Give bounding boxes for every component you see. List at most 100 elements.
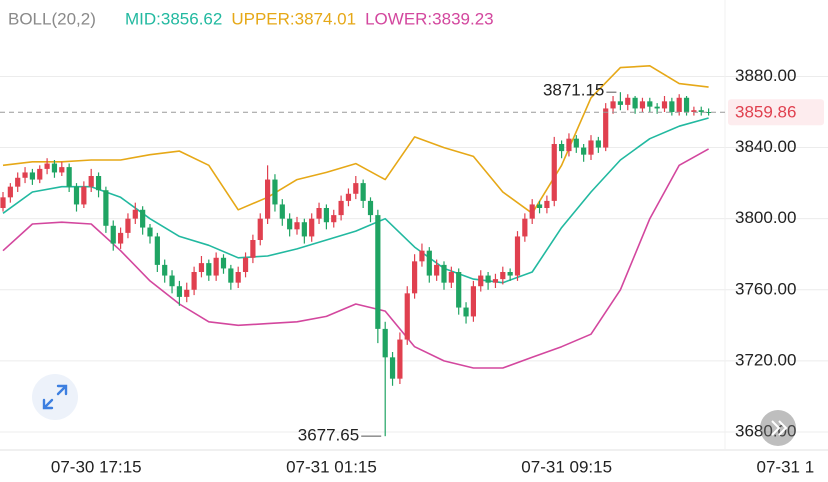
- candle-body: [485, 275, 491, 283]
- candle-body: [382, 328, 388, 358]
- band-line: [2, 117, 709, 284]
- x-tick-label: 07-30 17:15: [51, 457, 142, 476]
- candle-body: [257, 218, 263, 240]
- candle-body: [279, 204, 285, 219]
- band-line: [2, 65, 709, 215]
- candle-body: [603, 108, 609, 148]
- x-tick-label: 07-31 01:15: [286, 457, 377, 476]
- latest-icon[interactable]: [771, 420, 788, 436]
- candle-body: [235, 272, 241, 283]
- candle-body: [661, 101, 668, 109]
- candle-body: [51, 163, 58, 173]
- legend-value: 3856.62: [161, 9, 222, 28]
- candle-body: [441, 264, 447, 283]
- candle-body: [470, 286, 476, 317]
- candle-body: [198, 263, 205, 272]
- indicator-name: BOLL(20,2): [8, 9, 96, 28]
- candle-body: [220, 257, 227, 269]
- candle-body: [412, 261, 418, 294]
- candle-body: [588, 140, 594, 155]
- legend-label: LOWER:: [365, 9, 432, 28]
- candle-body: [103, 190, 109, 226]
- y-tick-label: 3800.00: [735, 208, 796, 227]
- band-line: [2, 148, 709, 369]
- candle-body: [551, 144, 557, 201]
- y-tick-label: 3680.00: [735, 421, 796, 440]
- y-tick-label: 3720.00: [735, 350, 796, 369]
- candle-body: [353, 183, 359, 194]
- candle-body: [213, 257, 219, 276]
- candle-body: [29, 172, 35, 180]
- candle-body: [625, 97, 631, 105]
- candle-body: [176, 286, 182, 297]
- latest-button[interactable]: [760, 410, 796, 446]
- plot: 3871.15 3677.65 3859.86: [0, 65, 828, 445]
- candle-body: [272, 179, 278, 205]
- candle-body: [191, 272, 197, 290]
- candle-body: [184, 289, 190, 297]
- candle-body: [294, 222, 300, 230]
- candle-body: [647, 101, 653, 107]
- candle-body: [595, 140, 601, 148]
- candle-body: [522, 218, 528, 237]
- candle-body: [206, 263, 212, 276]
- max-label: 3871.15: [543, 81, 604, 100]
- candle-body: [419, 250, 425, 262]
- candle-body: [22, 172, 28, 178]
- candle-body: [360, 183, 366, 201]
- candle-body: [669, 101, 675, 112]
- candle-body: [309, 218, 315, 237]
- legend-value: 3874.01: [295, 9, 356, 28]
- candle-body: [492, 279, 499, 283]
- candle-body: [706, 112, 712, 113]
- candle-body: [397, 339, 403, 379]
- candle-body: [169, 275, 175, 287]
- candle-body: [632, 97, 638, 109]
- expand-circle[interactable]: [32, 374, 78, 420]
- candle-body: [507, 272, 513, 276]
- expand-button[interactable]: [32, 374, 78, 420]
- candle-body: [125, 218, 131, 233]
- candle-body: [228, 268, 234, 283]
- candle-body: [683, 97, 690, 112]
- candle-body: [140, 209, 146, 228]
- candle-body: [610, 101, 616, 109]
- last-price-label: 3859.86: [735, 103, 796, 122]
- y-tick-label: 3880.00: [735, 66, 796, 85]
- candle-body: [617, 101, 623, 105]
- min-label: 3677.65: [298, 426, 359, 445]
- candle-body: [566, 138, 572, 152]
- candle-body: [0, 197, 6, 208]
- expand-icon[interactable]: [42, 384, 68, 410]
- candle-body: [110, 225, 116, 244]
- candle-body: [654, 106, 660, 109]
- candle-body: [448, 272, 454, 283]
- candle-body: [287, 218, 293, 230]
- candle-body: [514, 236, 521, 276]
- y-tick-label: 3760.00: [735, 279, 796, 298]
- candle-body: [37, 168, 43, 180]
- legend-label: MID:: [125, 9, 161, 28]
- candle-body: [478, 275, 484, 287]
- candle-body: [15, 177, 21, 187]
- candle-body: [88, 176, 94, 187]
- candle-body: [456, 272, 462, 308]
- candle-body: [676, 97, 682, 112]
- x-tick-label: 07-31 1: [757, 457, 815, 476]
- candle-body: [44, 163, 50, 169]
- candle-body: [242, 257, 249, 272]
- legend-label: UPPER:: [231, 9, 294, 28]
- candle-body: [154, 236, 160, 265]
- axis: 3680.00 3720.00 3760.00 3800.00 3840.00 3880.…: [51, 66, 814, 477]
- candle-body: [367, 200, 374, 216]
- candle-body: [265, 179, 271, 219]
- candle-body: [66, 167, 72, 187]
- candle-body: [162, 264, 168, 276]
- candle-body: [147, 227, 153, 237]
- candle-body: [544, 200, 550, 208]
- candle-body: [316, 208, 322, 219]
- candle-body: [375, 215, 381, 329]
- candle-body: [500, 272, 506, 280]
